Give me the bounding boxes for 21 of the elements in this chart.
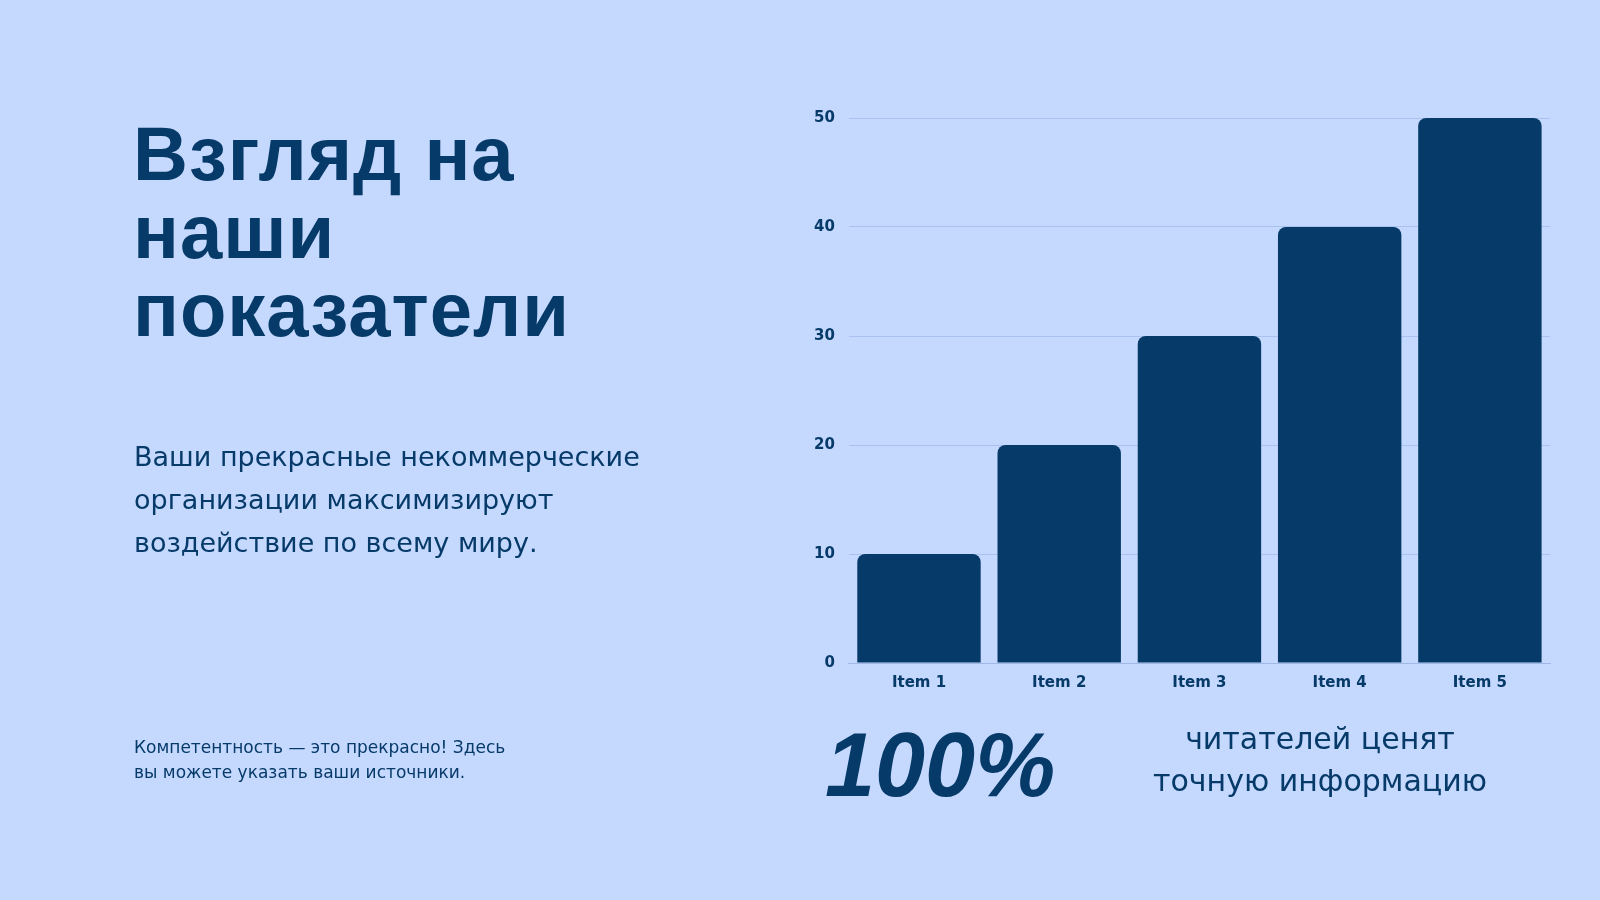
y-tick-label: 10 xyxy=(814,543,835,562)
text: читателей ценят точную информацию xyxy=(1151,720,1489,800)
bar xyxy=(1418,118,1542,663)
text: 100% xyxy=(825,715,1056,815)
bar xyxy=(857,554,981,663)
bar xyxy=(1277,227,1402,663)
y-tick-label: 30 xyxy=(814,325,835,344)
y-tick-label: 0 xyxy=(824,652,835,671)
text: Взгляд на наши показатели xyxy=(133,111,572,352)
bar xyxy=(1137,336,1262,663)
text: Компетентность — это прекрасно! Здесь вы можете указать ваши источники. xyxy=(134,736,507,784)
y-tick-label: 40 xyxy=(814,216,835,235)
y-tick-label: 50 xyxy=(814,107,835,126)
text: Ваши прекрасные некоммерческие организации максимизируют воздействие по всему миру. xyxy=(134,440,641,560)
x-tick-label: Item 5 xyxy=(1452,672,1507,691)
x-tick-label: Item 3 xyxy=(1172,672,1227,691)
bar xyxy=(997,445,1121,663)
x-tick-label: Item 4 xyxy=(1312,672,1367,691)
x-tick-label: Item 1 xyxy=(891,672,947,691)
x-tick-label: Item 2 xyxy=(1032,672,1087,691)
y-tick-label: 20 xyxy=(814,434,835,453)
